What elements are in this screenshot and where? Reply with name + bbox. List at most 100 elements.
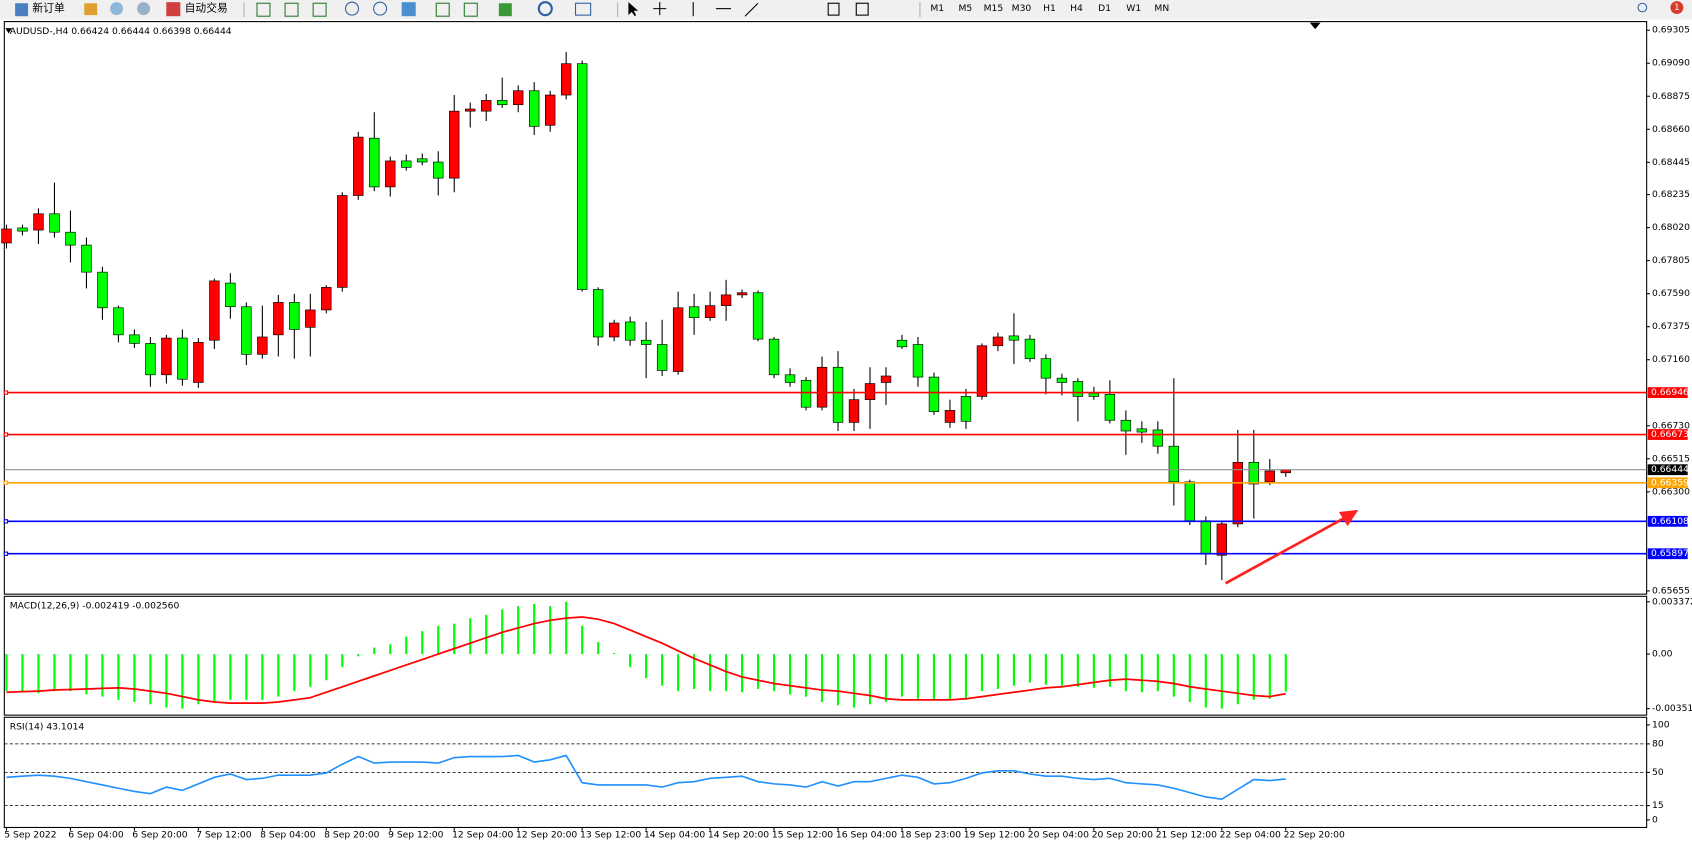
crosshair-tool[interactable]	[653, 2, 667, 16]
x-tick-label: 13 Sep 12:00	[580, 830, 641, 841]
timeframe-button[interactable]: MN	[1154, 3, 1169, 14]
line-label: 0.66359	[1651, 477, 1689, 488]
candle-body	[672, 307, 684, 372]
trendline-tool[interactable]	[744, 2, 759, 17]
candle-body	[209, 280, 220, 341]
toolbar-icon[interactable]	[574, 2, 592, 16]
candle-body	[1184, 481, 1196, 522]
candle-body	[305, 309, 316, 328]
cursor-tool[interactable]	[628, 2, 639, 17]
toolbar-icon[interactable]	[401, 2, 416, 17]
line-handle	[3, 519, 9, 524]
x-tick-label: 15 Sep 12:00	[772, 830, 833, 841]
candle-body	[433, 161, 444, 179]
y-tick-label: 0	[1652, 814, 1658, 825]
notification-badge[interactable]	[1670, 1, 1684, 15]
indicator-title: RSI(14) 43.1014	[10, 722, 85, 733]
arrow-head	[1338, 509, 1359, 527]
toolbar-icon[interactable]	[435, 2, 450, 17]
line-label-bg	[1647, 477, 1688, 489]
candle-body	[161, 337, 172, 376]
timeframe-button[interactable]: H4	[1070, 3, 1083, 14]
timeframe-button[interactable]: H1	[1043, 3, 1056, 14]
toolbar-icon[interactable]	[284, 2, 299, 17]
toolbar-icon[interactable]	[537, 1, 553, 17]
candle-body	[944, 410, 956, 423]
candle-body	[576, 63, 588, 290]
bid-label: 0.66444	[1651, 464, 1689, 475]
candle-body	[656, 344, 668, 371]
candle-body	[1, 228, 12, 244]
candle-body	[273, 302, 284, 336]
candle-body	[481, 100, 492, 112]
x-tick-label: 6 Sep 20:00	[132, 830, 188, 841]
candle-body	[241, 306, 252, 355]
y-tick-label: 100	[1652, 719, 1670, 730]
candle-body	[560, 63, 572, 96]
auto-trading-icon[interactable]	[166, 2, 181, 17]
candle-body	[65, 231, 76, 246]
y-tick-label: 0.67590	[1652, 288, 1690, 299]
candle-body	[337, 195, 348, 288]
y-tick-label: 0.68445	[1652, 157, 1690, 168]
y-tick-label: 0.67160	[1652, 354, 1690, 365]
timeframe-button[interactable]: M1	[930, 3, 944, 14]
candle-body	[465, 108, 476, 112]
main-panel-frame	[3, 21, 1648, 595]
line-label-bg	[1647, 387, 1688, 398]
timeframe-button[interactable]: M30	[1012, 3, 1032, 14]
candle-body	[896, 339, 908, 348]
zoom-in[interactable]	[344, 1, 360, 16]
toolbar-icon[interactable]	[256, 2, 271, 17]
x-tick-label: 8 Sep 20:00	[324, 830, 380, 841]
x-tick-label: 22 Sep 04:00	[1220, 830, 1281, 841]
candle-body	[385, 160, 396, 188]
candle-body	[1152, 429, 1164, 447]
x-tick-label: 7 Sep 12:00	[196, 830, 252, 841]
text-tool[interactable]	[827, 2, 840, 16]
line-handle	[3, 432, 9, 437]
auto-trading-button[interactable]: 自动交易	[185, 1, 228, 15]
search-icon[interactable]	[1637, 2, 1648, 13]
new-order-icon[interactable]	[15, 3, 29, 17]
indicator-title: MACD(12,26,9) -0.002419 -0.002560	[10, 601, 180, 612]
toolbar-icon[interactable]	[312, 2, 327, 17]
toolbar-icon[interactable]	[463, 2, 478, 17]
y-tick-label: -0.003519	[1652, 703, 1692, 714]
candle-body	[97, 271, 108, 309]
line-label: 0.65897	[1651, 548, 1689, 559]
x-tick-label: 20 Sep 20:00	[1092, 830, 1153, 841]
label-tool[interactable]	[855, 2, 869, 16]
toolbar-icon[interactable]	[110, 2, 124, 16]
toolbar: 新订单 自动交易 M1 M5 M15 M30 H1 H4 D1 W1 MN 1	[0, 0, 1692, 20]
toolbar-icon[interactable]	[84, 3, 98, 16]
toolbar-icon[interactable]	[137, 2, 151, 16]
timeframe-button[interactable]: M15	[984, 3, 1004, 14]
timeframe-button[interactable]: W1	[1126, 3, 1141, 14]
candle-body	[177, 337, 188, 380]
candle-body	[1136, 428, 1148, 433]
candle-body	[768, 338, 780, 376]
y-tick-label: 0.69090	[1652, 58, 1690, 69]
x-tick-label: 12 Sep 20:00	[516, 830, 577, 841]
candle-body	[33, 213, 44, 231]
candle-body	[608, 322, 620, 338]
y-tick-label: 0.66515	[1652, 453, 1690, 464]
timeframe-button[interactable]: M5	[958, 3, 972, 14]
candle-body	[1104, 393, 1116, 421]
x-tick-label: 14 Sep 04:00	[644, 830, 705, 841]
toolbar-icon[interactable]	[498, 3, 512, 17]
notification-count[interactable]: 1	[1674, 3, 1679, 13]
new-order-button[interactable]: 新订单	[32, 1, 65, 15]
candle-body	[1264, 470, 1275, 483]
x-tick-label: 5 Sep 2022	[4, 830, 56, 841]
candle-body	[816, 366, 828, 408]
line-handle	[3, 390, 9, 395]
candle-body	[257, 336, 268, 355]
candle-body	[513, 90, 524, 106]
candle-body	[193, 342, 204, 383]
zoom-out[interactable]	[373, 1, 388, 16]
y-tick-label: 80	[1652, 738, 1664, 749]
candle-body	[369, 137, 380, 188]
timeframe-button[interactable]: D1	[1098, 3, 1111, 14]
